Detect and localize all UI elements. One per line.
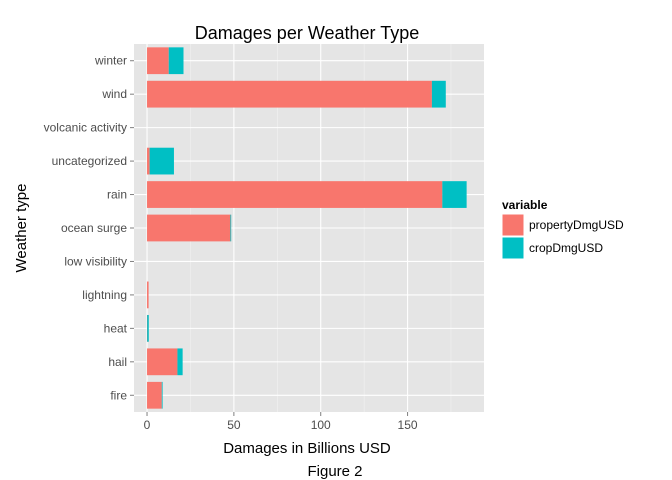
- x-axis: 0 50 100 150: [144, 412, 418, 432]
- y-tick-label: hail: [108, 355, 127, 369]
- bar-propertyDmgUSD: [147, 47, 169, 75]
- y-tick-label: winter: [94, 54, 127, 68]
- bar-cropDmgUSD: [147, 314, 149, 342]
- legend-title: variable: [502, 198, 548, 212]
- y-tick-label: wind: [101, 87, 127, 101]
- y-tick-label: heat: [104, 321, 128, 335]
- bar-cropDmgUSD: [431, 80, 446, 108]
- y-tick-label: uncategorized: [52, 154, 127, 168]
- bar-propertyDmgUSD: [147, 80, 432, 108]
- legend-label-cropDmgUSD: cropDmgUSD: [529, 241, 603, 255]
- bar-propertyDmgUSD: [147, 348, 178, 376]
- bar-propertyDmgUSD: [147, 181, 443, 208]
- bar-propertyDmgUSD: [147, 147, 150, 175]
- y-axis-title: Weather type: [13, 184, 30, 273]
- legend-key-propertyDmgUSD: [501, 213, 525, 237]
- x-tick-label: 0: [144, 418, 151, 432]
- x-axis-title: Damages in Billions USD: [223, 440, 391, 457]
- legend-label-propertyDmgUSD: propertyDmgUSD: [529, 218, 624, 232]
- bar-propertyDmgUSD: [147, 214, 231, 242]
- y-tick-label: fire: [110, 388, 127, 402]
- bars: [147, 47, 467, 409]
- bar-cropDmgUSD: [161, 381, 163, 409]
- x-tick-label: 150: [398, 418, 418, 432]
- bar-cropDmgUSD: [442, 181, 467, 208]
- bar-propertyDmgUSD: [147, 281, 149, 309]
- figure-caption: Figure 2: [307, 463, 362, 480]
- legend: variable propertyDmgUSD cropDmgUSD: [501, 198, 624, 260]
- y-axis: fire hail heat lightning low visibility ocean…: [44, 54, 134, 402]
- x-tick-label: 50: [227, 418, 241, 432]
- x-tick-label: 100: [311, 418, 331, 432]
- y-tick-label: volcanic activity: [44, 121, 127, 135]
- bar-propertyDmgUSD: [147, 381, 162, 409]
- bar-cropDmgUSD: [149, 147, 174, 175]
- chart-title: Damages per Weather Type: [195, 23, 419, 43]
- bar-cropDmgUSD: [168, 47, 184, 75]
- bar-cropDmgUSD: [230, 214, 232, 242]
- y-tick-label: lightning: [82, 288, 127, 302]
- y-tick-label: ocean surge: [61, 221, 127, 235]
- y-tick-label: rain: [107, 188, 127, 202]
- bar-cropDmgUSD: [177, 348, 183, 376]
- legend-key-cropDmgUSD: [501, 236, 525, 260]
- y-tick-label: low visibility: [64, 254, 127, 268]
